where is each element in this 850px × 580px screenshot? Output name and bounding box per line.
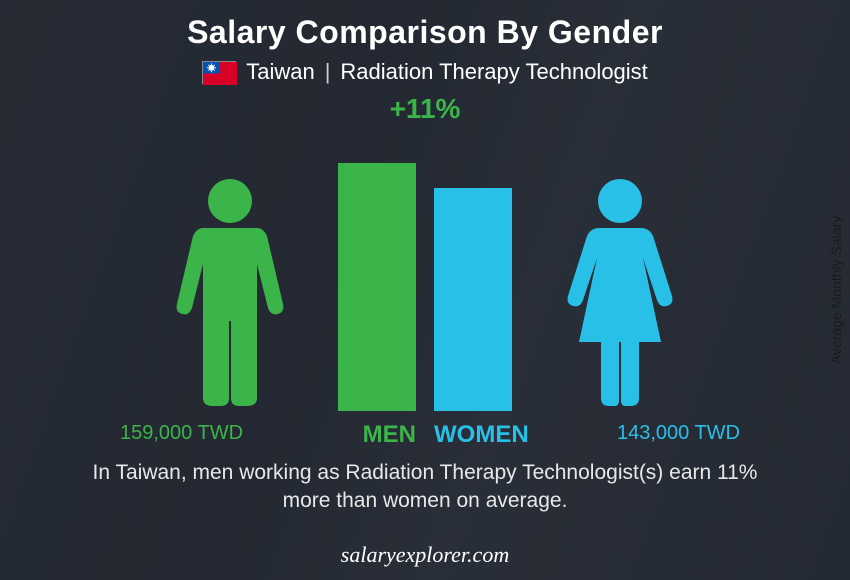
description-text: In Taiwan, men working as Radiation Ther… bbox=[0, 459, 850, 516]
bars bbox=[338, 163, 512, 411]
country-label: Taiwan bbox=[246, 59, 314, 85]
woman-icon bbox=[555, 176, 685, 411]
subtitle-row: Taiwan | Radiation Therapy Technologist bbox=[0, 59, 850, 85]
women-label: WOMEN bbox=[434, 421, 512, 449]
bar-men bbox=[338, 163, 416, 411]
divider: | bbox=[325, 59, 331, 85]
side-caption: Average Monthly Salary bbox=[828, 216, 844, 364]
chart-area: +11% 159,000 TWD 143,000 TWD MEN WOMEN bbox=[0, 93, 850, 453]
footer-link[interactable]: salaryexplorer.com bbox=[0, 542, 850, 568]
man-icon bbox=[165, 176, 295, 411]
header: Salary Comparison By Gender Taiwan bbox=[0, 0, 850, 85]
delta-label: +11% bbox=[390, 93, 461, 125]
men-label: MEN bbox=[338, 421, 416, 449]
bar-women bbox=[434, 188, 512, 411]
page-title: Salary Comparison By Gender bbox=[0, 14, 850, 51]
bar-labels: MEN WOMEN bbox=[0, 421, 850, 449]
job-title-label: Radiation Therapy Technologist bbox=[340, 59, 647, 85]
side-caption-wrap: Average Monthly Salary bbox=[822, 0, 850, 580]
flag-icon bbox=[202, 61, 236, 84]
